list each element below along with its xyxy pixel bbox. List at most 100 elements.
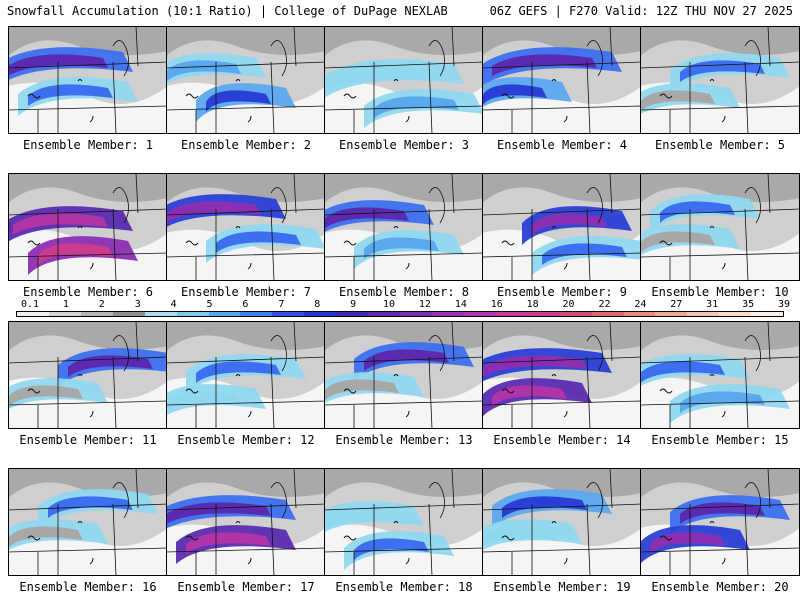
ensemble-member-label: Ensemble Member: 12: [177, 433, 315, 447]
snowfall-map-panel: [324, 321, 484, 429]
colorbar-tick-label: 20: [562, 299, 575, 310]
colorbar-swatch: [463, 312, 496, 316]
colorbar-tick-label: 6: [242, 299, 249, 310]
colorbar-tick-label: 5: [206, 299, 213, 310]
snowfall-map: [640, 468, 800, 576]
colorbar-swatch: [80, 312, 113, 316]
snowfall-map-panel: [640, 468, 800, 576]
colorbar-tick-label: 0.1: [20, 299, 40, 310]
colorbar-swatch: [336, 312, 369, 316]
colorbar-swatch: [304, 312, 337, 316]
snowfall-map-panel: [8, 26, 168, 134]
colorbar-tick-label: 3: [134, 299, 141, 310]
snowfall-map-panel: [166, 173, 326, 281]
ensemble-member-label: Ensemble Member: 1: [22, 138, 154, 152]
colorbar-swatch: [591, 312, 624, 316]
colorbar-tick-label: 31: [706, 299, 719, 310]
colorbar-tick-label: 27: [670, 299, 683, 310]
colorbar-tick-label: 12: [418, 299, 431, 310]
snowfall-map-panel: [166, 468, 326, 576]
ensemble-member-label: Ensemble Member: 2: [180, 138, 312, 152]
ensemble-member-label: Ensemble Member: 9: [496, 285, 628, 299]
colorbar-swatch: [687, 312, 720, 316]
ensemble-member-label: Ensemble Member: 11: [19, 433, 157, 447]
ensemble-member-label: Ensemble Member: 4: [496, 138, 628, 152]
snowfall-map-panel: [8, 173, 168, 281]
colorbar-tick-label: 22: [598, 299, 611, 310]
snowfall-map: [482, 321, 642, 429]
colorbar-swatch: [144, 312, 177, 316]
snowfall-map-panel: [640, 173, 800, 281]
snowfall-map: [324, 26, 484, 134]
snowfall-map: [640, 321, 800, 429]
colorbar-swatch: [559, 312, 592, 316]
snowfall-map-panel: [482, 173, 642, 281]
colorbar-swatch: [527, 312, 560, 316]
colorbar-swatches: [16, 311, 784, 317]
ensemble-member-label: Ensemble Member: 5: [654, 138, 786, 152]
ensemble-member-label: Ensemble Member: 15: [651, 433, 789, 447]
snowfall-map-panel: [640, 26, 800, 134]
colorbar-tick-label: 14: [454, 299, 467, 310]
colorbar-swatch: [208, 312, 241, 316]
colorbar-tick-label: 7: [278, 299, 285, 310]
snowfall-colorbar: 0.1 1 2 3 4 5 6 7 8 9 10 12 14 16 18 20 22 24 27 31 35 39: [16, 299, 790, 319]
colorbar-tick-label: 16: [490, 299, 503, 310]
snowfall-map: [482, 26, 642, 134]
snowfall-map-panel: [166, 26, 326, 134]
ensemble-member-label: Ensemble Member: 14: [493, 433, 631, 447]
colorbar-tick-label: 8: [314, 299, 321, 310]
snowfall-map-panel: [324, 173, 484, 281]
snowfall-map: [482, 468, 642, 576]
colorbar-tick-label: 4: [170, 299, 177, 310]
colorbar-swatch: [719, 312, 752, 316]
colorbar-swatch: [623, 312, 656, 316]
ensemble-member-label: Ensemble Member: 6: [22, 285, 154, 299]
snowfall-map: [166, 468, 326, 576]
colorbar-swatch: [751, 312, 784, 316]
snowfall-map-panel: [8, 321, 168, 429]
snowfall-map: [166, 26, 326, 134]
snowfall-map: [324, 173, 484, 281]
ensemble-member-label: Ensemble Member: 10: [651, 285, 789, 299]
snowfall-map: [8, 321, 168, 429]
snowfall-map: [166, 321, 326, 429]
colorbar-tick-label: 9: [350, 299, 357, 310]
colorbar-swatch: [272, 312, 305, 316]
map-title: Snowfall Accumulation (10:1 Ratio) | Col…: [7, 4, 448, 18]
colorbar-swatch: [400, 312, 432, 316]
colorbar-swatch: [176, 312, 209, 316]
ensemble-member-label: Ensemble Member: 16: [19, 580, 157, 594]
colorbar-tick-label: 35: [742, 299, 755, 310]
snowfall-map: [8, 468, 168, 576]
snowfall-map: [8, 26, 168, 134]
snowfall-map-panel: [482, 26, 642, 134]
snowfall-map-panel: [482, 321, 642, 429]
snowfall-map: [324, 468, 484, 576]
colorbar-tick-label: 2: [98, 299, 105, 310]
snowfall-map: [640, 173, 800, 281]
snowfall-map: [640, 26, 800, 134]
colorbar-tick-label: 1: [62, 299, 69, 310]
colorbar-tick-label: 18: [526, 299, 539, 310]
ensemble-member-label: Ensemble Member: 3: [338, 138, 470, 152]
snowfall-map: [482, 173, 642, 281]
snowfall-map-panel: [324, 468, 484, 576]
snowfall-map-panel: [482, 468, 642, 576]
ensemble-member-label: Ensemble Member: 18: [335, 580, 473, 594]
colorbar-swatch: [17, 312, 49, 316]
colorbar-swatch: [655, 312, 688, 316]
snowfall-map: [166, 173, 326, 281]
ensemble-member-label: Ensemble Member: 7: [180, 285, 312, 299]
ensemble-member-label: Ensemble Member: 17: [177, 580, 315, 594]
ensemble-member-label: Ensemble Member: 13: [335, 433, 473, 447]
colorbar-swatch: [368, 312, 401, 316]
model-run-valid-time: 06Z GEFS | F270 Valid: 12Z THU NOV 27 20…: [489, 4, 793, 18]
snowfall-map-panel: [640, 321, 800, 429]
ensemble-member-label: Ensemble Member: 20: [651, 580, 789, 594]
colorbar-tick-label: 24: [634, 299, 647, 310]
snowfall-map: [8, 173, 168, 281]
colorbar-swatch: [240, 312, 273, 316]
snowfall-map: [324, 321, 484, 429]
ensemble-member-label: Ensemble Member: 19: [493, 580, 631, 594]
